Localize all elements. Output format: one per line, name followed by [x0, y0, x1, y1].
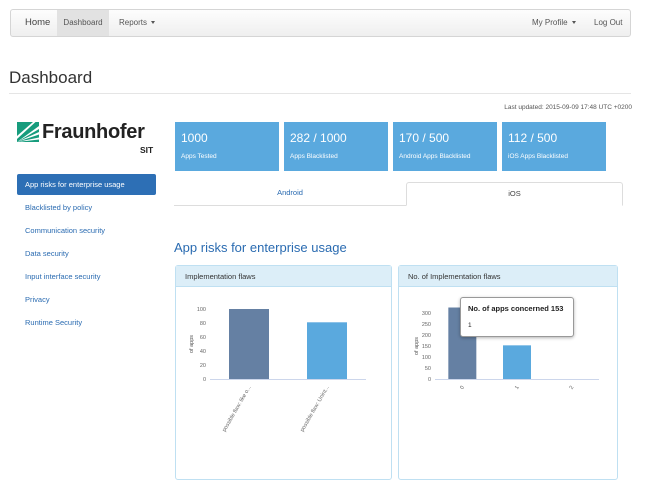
last-updated-text: Last updated: 2015-09-09 17:48 UTC +0200	[504, 104, 632, 111]
tab-ios[interactable]: iOS	[406, 182, 623, 206]
y-tick-label: 40	[200, 349, 206, 355]
caret-down-icon	[571, 21, 576, 25]
stat-tile-apps-tested: 1000 Apps Tested	[175, 122, 279, 171]
sidebar-item-communication[interactable]: Communication security	[25, 226, 106, 235]
y-tick-label: 100	[422, 355, 431, 361]
stat-label: iOS Apps Blacklisted	[508, 153, 568, 160]
navbar: Home Dashboard Reports My Profile Log Ou…	[10, 9, 631, 37]
chart-tooltip: No. of apps concerned 153 1	[460, 297, 574, 337]
stat-label: Apps Blacklisted	[290, 153, 338, 160]
caret-down-icon	[151, 21, 156, 25]
nav-home-link[interactable]: Home	[25, 17, 51, 28]
stat-value: 112 / 500	[508, 131, 558, 145]
nav-reports-dropdown[interactable]: Reports	[119, 10, 156, 36]
title-divider	[9, 93, 631, 94]
chart-bar	[229, 309, 269, 379]
nav-profile-label: My Profile	[532, 18, 568, 27]
chart-bar	[307, 322, 347, 379]
y-tick-label: 60	[200, 335, 206, 341]
chart-implementation-flaws: of apps 0 20 40 60 80 100 possible flaw: like o…	[189, 307, 366, 433]
y-tick-label: 250	[422, 322, 431, 328]
x-tick-label: 1	[514, 385, 521, 391]
sidebar-item-runtime[interactable]: Runtime Security	[25, 318, 83, 327]
stat-value: 1000	[181, 131, 208, 145]
y-axis-label: of apps	[414, 337, 420, 355]
stat-value: 282 / 1000	[290, 131, 347, 145]
y-tick-label: 20	[200, 363, 206, 369]
fraunhofer-logo: Fraunhofer SIT	[17, 120, 157, 160]
nav-dashboard-link[interactable]: Dashboard	[57, 10, 109, 36]
panel-implementation-flaws: Implementation flaws of apps 0 20 40 60 80 100…	[175, 265, 392, 480]
y-tick-label: 0	[428, 377, 431, 383]
stat-tile-ios-blacklisted: 112 / 500 iOS Apps Blacklisted	[502, 122, 606, 171]
y-axis-label: of apps	[189, 335, 195, 353]
sidebar-item-blacklisted[interactable]: Blacklisted by policy	[25, 203, 93, 212]
tooltip-title: No. of apps concerned 153	[468, 304, 564, 313]
y-tick-label: 80	[200, 321, 206, 327]
y-tick-label: 50	[425, 366, 431, 372]
nav-reports-label: Reports	[119, 18, 148, 27]
y-tick-label: 0	[203, 377, 206, 383]
logo-name: Fraunhofer	[42, 121, 145, 143]
sidebar-item-data-security[interactable]: Data security	[25, 249, 69, 258]
x-tick-label: possible flaw: like o...	[222, 385, 253, 433]
stat-tile-android-blacklisted: 170 / 500 Android Apps Blacklisted	[393, 122, 497, 171]
x-tick-label: 2	[569, 385, 576, 391]
sidebar-item-app-risks[interactable]: App risks for enterprise usage	[17, 174, 156, 195]
stat-label: Apps Tested	[181, 153, 217, 160]
stat-label: Android Apps Blacklisted	[399, 153, 471, 160]
panel-title: Implementation flaws	[176, 266, 391, 287]
sidebar-item-input-interface[interactable]: Input interface security	[25, 272, 101, 281]
tabs-baseline	[174, 205, 623, 206]
sidebar-nav: App risks for enterprise usage Blacklist…	[17, 174, 156, 335]
logo-sub: SIT	[140, 145, 154, 155]
y-tick-label: 150	[422, 344, 431, 350]
panel-title: No. of Implementation flaws	[399, 266, 617, 287]
y-tick-label: 300	[422, 311, 431, 317]
nav-logout-link[interactable]: Log Out	[594, 18, 623, 27]
stat-value: 170 / 500	[399, 131, 450, 145]
chart-no-implementation-flaws: of apps 0 50 100 150 200 250 300 0 1 2	[414, 307, 599, 391]
y-tick-label: 200	[422, 333, 431, 339]
platform-tabs: Android iOS	[174, 182, 623, 206]
page-title: Dashboard	[9, 68, 93, 87]
tab-android[interactable]: Android	[277, 188, 303, 197]
section-title: App risks for enterprise usage	[174, 240, 347, 255]
x-tick-label: 0	[459, 385, 466, 391]
x-tick-label: possible flaw: Unint...	[300, 385, 331, 433]
y-tick-label: 100	[197, 307, 206, 313]
chart-bar	[503, 345, 531, 379]
sidebar-item-privacy[interactable]: Privacy	[25, 295, 50, 304]
nav-profile-dropdown[interactable]: My Profile	[532, 10, 576, 36]
tooltip-value: 1	[468, 322, 472, 329]
fraunhofer-logo-icon	[17, 122, 39, 142]
stat-tile-apps-blacklisted: 282 / 1000 Apps Blacklisted	[284, 122, 388, 171]
